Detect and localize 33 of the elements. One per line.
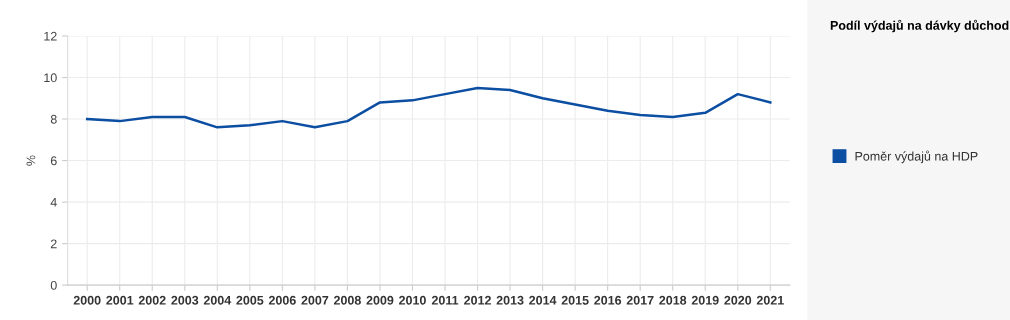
x-tick-label: 2019 bbox=[691, 295, 719, 305]
x-tick-label: 2008 bbox=[333, 295, 361, 305]
x-tick-label: 2014 bbox=[529, 295, 557, 305]
y-tick-label: 12 bbox=[44, 31, 57, 41]
x-tick-label: 2007 bbox=[301, 295, 329, 305]
x-tick-label: 2010 bbox=[399, 295, 426, 305]
y-tick-label: 2 bbox=[50, 239, 57, 249]
x-tick-label: 2009 bbox=[366, 295, 394, 305]
x-tick-label: 2016 bbox=[594, 295, 622, 305]
x-tick-label: 2006 bbox=[268, 295, 296, 305]
x-tick-label: 2000 bbox=[73, 295, 101, 305]
x-tick-label: 2015 bbox=[561, 295, 589, 305]
y-tick-label: 0 bbox=[50, 280, 57, 290]
legend-title: Podíl výdajů na dávky důchod bbox=[830, 19, 1009, 33]
y-tick-label: 10 bbox=[44, 73, 57, 83]
x-tick-label: 2017 bbox=[626, 295, 654, 305]
x-tick-label: 2020 bbox=[724, 295, 752, 305]
x-tick-label: 2004 bbox=[203, 295, 232, 305]
x-tick-label: 2021 bbox=[756, 295, 784, 305]
y-tick-label: 4 bbox=[50, 198, 57, 207]
x-tick-label: 2003 bbox=[171, 295, 199, 305]
y-tick-label: 6 bbox=[50, 156, 57, 166]
x-tick-label: 2012 bbox=[464, 295, 491, 305]
x-tick-label: 2011 bbox=[431, 295, 459, 305]
x-tick-label: 2002 bbox=[138, 295, 166, 305]
line-series bbox=[85, 86, 772, 129]
x-tick-label: 2018 bbox=[659, 295, 687, 305]
x-tick-label: 2013 bbox=[496, 295, 524, 305]
x-tick-label: 2001 bbox=[106, 295, 134, 305]
y-tick-label: 8 bbox=[50, 114, 57, 124]
x-tick-label: 2005 bbox=[236, 295, 264, 305]
y-axis-title: % bbox=[26, 155, 36, 166]
legend-label: Poměr výdajů na HDP bbox=[855, 150, 978, 164]
